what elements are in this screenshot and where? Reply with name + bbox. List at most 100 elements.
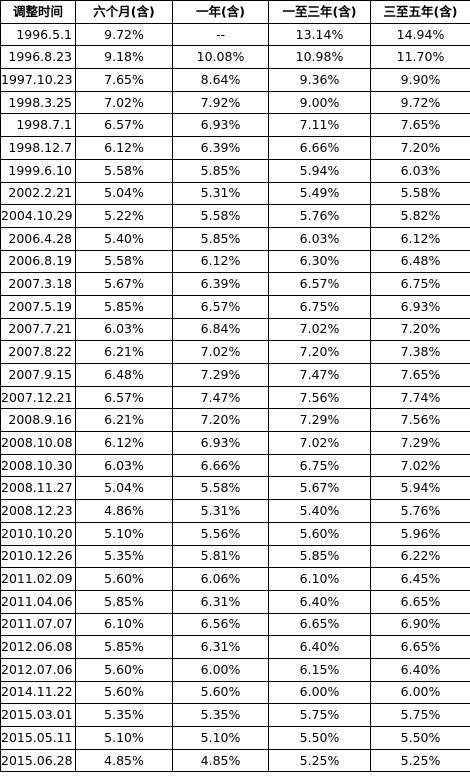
cell-one-year: 7.47% xyxy=(172,385,269,410)
cell-six-months: 5.35% xyxy=(75,544,173,569)
table-row: 2015.03.01 5.35% 5.35% 5.75% 5.75% xyxy=(0,703,470,727)
cell-six-months: 5.35% xyxy=(75,703,173,727)
header-one-year: 一年(含) xyxy=(172,0,269,24)
cell-one-year: 7.29% xyxy=(172,363,269,387)
cell-date: 1997.10.23 xyxy=(0,68,76,92)
cell-one-year: 5.85% xyxy=(172,158,269,183)
cell-six-months: 5.60% xyxy=(75,567,173,591)
cell-three-to-five-years: 5.96% xyxy=(370,521,470,546)
cell-one-to-three-years: 6.75% xyxy=(268,294,371,319)
cell-one-to-three-years: 6.15% xyxy=(268,657,371,682)
cell-six-months: 5.04% xyxy=(75,476,173,501)
cell-one-to-three-years: 5.67% xyxy=(268,476,371,501)
cell-date: 1999.6.10 xyxy=(0,158,76,183)
cell-one-to-three-years: 5.75% xyxy=(268,703,371,727)
table-row: 2007.12.21 6.57% 7.47% 7.56% 7.74% xyxy=(0,385,470,410)
cell-six-months: 7.02% xyxy=(75,90,173,115)
cell-three-to-five-years: 7.65% xyxy=(370,363,470,387)
cell-three-to-five-years: 6.93% xyxy=(370,294,470,319)
cell-three-to-five-years: 6.22% xyxy=(370,544,470,569)
cell-three-to-five-years: 6.12% xyxy=(370,226,470,251)
cell-three-to-five-years: 5.50% xyxy=(370,726,470,750)
cell-three-to-five-years: 5.82% xyxy=(370,204,470,228)
cell-date: 2011.07.07 xyxy=(0,612,76,637)
cell-one-to-three-years: 5.94% xyxy=(268,158,371,183)
cell-six-months: 6.12% xyxy=(75,431,173,455)
cell-date: 2007.9.15 xyxy=(0,363,76,387)
cell-date: 2012.06.08 xyxy=(0,635,76,659)
cell-one-to-three-years: 13.14% xyxy=(268,22,371,47)
cell-one-to-three-years: 7.02% xyxy=(268,431,371,455)
cell-one-year: 5.31% xyxy=(172,181,269,206)
cell-one-to-three-years: 7.47% xyxy=(268,363,371,387)
cell-date: 1998.12.7 xyxy=(0,136,76,160)
cell-one-to-three-years: 6.57% xyxy=(268,272,371,296)
table-row: 2012.06.08 5.85% 6.31% 6.40% 6.65% xyxy=(0,635,470,659)
cell-one-to-three-years: 6.66% xyxy=(268,136,371,160)
cell-one-to-three-years: 10.98% xyxy=(268,45,371,70)
cell-three-to-five-years: 6.75% xyxy=(370,272,470,296)
cell-date: 2007.3.18 xyxy=(0,272,76,296)
header-three-to-five-years: 三至五年(含) xyxy=(370,0,470,24)
table-row: 2008.9.16 6.21% 7.20% 7.29% 7.56% xyxy=(0,408,470,433)
cell-one-to-three-years: 5.60% xyxy=(268,521,371,546)
cell-one-to-three-years: 7.20% xyxy=(268,340,371,364)
cell-one-year: 7.02% xyxy=(172,340,269,364)
cell-one-to-three-years: 6.30% xyxy=(268,249,371,274)
cell-six-months: 5.60% xyxy=(75,657,173,682)
cell-three-to-five-years: 7.20% xyxy=(370,317,470,342)
cell-date: 2006.8.19 xyxy=(0,249,76,274)
cell-one-to-three-years: 6.03% xyxy=(268,226,371,251)
cell-date: 1998.7.1 xyxy=(0,113,76,138)
cell-one-to-three-years: 5.25% xyxy=(268,748,371,773)
cell-date: 2015.05.11 xyxy=(0,726,76,750)
cell-one-year: 6.31% xyxy=(172,635,269,659)
cell-one-year: 5.58% xyxy=(172,204,269,228)
table-row: 2004.10.29 5.22% 5.58% 5.76% 5.82% xyxy=(0,204,470,228)
cell-one-year: 5.58% xyxy=(172,476,269,501)
cell-six-months: 6.57% xyxy=(75,113,173,138)
cell-date: 2006.4.28 xyxy=(0,226,76,251)
cell-three-to-five-years: 9.72% xyxy=(370,90,470,115)
cell-six-months: 6.21% xyxy=(75,408,173,433)
cell-one-to-three-years: 5.76% xyxy=(268,204,371,228)
cell-one-year: 6.57% xyxy=(172,294,269,319)
table-row: 2002.2.21 5.04% 5.31% 5.49% 5.58% xyxy=(0,181,470,206)
table-row: 2010.12.26 5.35% 5.81% 5.85% 6.22% xyxy=(0,544,470,569)
cell-three-to-five-years: 6.03% xyxy=(370,158,470,183)
cell-six-months: 4.86% xyxy=(75,499,173,523)
cell-one-year: 6.31% xyxy=(172,589,269,614)
cell-six-months: 5.22% xyxy=(75,204,173,228)
cell-three-to-five-years: 6.65% xyxy=(370,635,470,659)
cell-date: 2008.11.27 xyxy=(0,476,76,501)
table-row: 1996.8.23 9.18% 10.08% 10.98% 11.70% xyxy=(0,45,470,70)
cell-three-to-five-years: 9.90% xyxy=(370,68,470,92)
cell-six-months: 6.12% xyxy=(75,136,173,160)
cell-six-months: 9.72% xyxy=(75,22,173,47)
cell-date: 2011.02.09 xyxy=(0,567,76,591)
cell-one-year: 6.93% xyxy=(172,113,269,138)
table-row: 2007.8.22 6.21% 7.02% 7.20% 7.38% xyxy=(0,340,470,364)
cell-one-year: -- xyxy=(172,22,269,47)
cell-three-to-five-years: 11.70% xyxy=(370,45,470,70)
cell-one-year: 6.39% xyxy=(172,272,269,296)
cell-one-year: 7.92% xyxy=(172,90,269,115)
cell-date: 2002.2.21 xyxy=(0,181,76,206)
cell-three-to-five-years: 5.94% xyxy=(370,476,470,501)
cell-six-months: 5.85% xyxy=(75,294,173,319)
cell-one-year: 10.08% xyxy=(172,45,269,70)
cell-three-to-five-years: 6.00% xyxy=(370,680,470,705)
cell-one-to-three-years: 7.29% xyxy=(268,408,371,433)
cell-one-to-three-years: 6.10% xyxy=(268,567,371,591)
cell-date: 2011.04.06 xyxy=(0,589,76,614)
header-six-months: 六个月(含) xyxy=(75,0,173,24)
cell-six-months: 7.65% xyxy=(75,68,173,92)
cell-date: 1996.5.1 xyxy=(0,22,76,47)
cell-three-to-five-years: 6.90% xyxy=(370,612,470,637)
table-row: 2014.11.22 5.60% 5.60% 6.00% 6.00% xyxy=(0,680,470,705)
cell-three-to-five-years: 6.48% xyxy=(370,249,470,274)
cell-six-months: 5.60% xyxy=(75,680,173,705)
cell-six-months: 5.10% xyxy=(75,521,173,546)
cell-one-to-three-years: 6.75% xyxy=(268,453,371,478)
